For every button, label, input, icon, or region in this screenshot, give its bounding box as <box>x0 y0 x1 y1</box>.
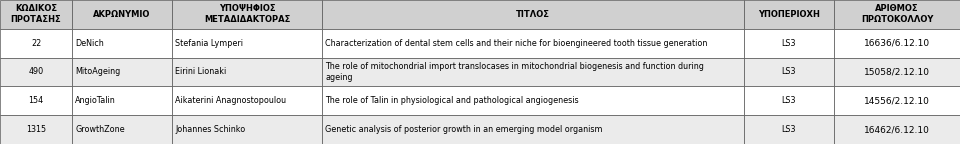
Text: 1315: 1315 <box>26 125 46 134</box>
Bar <box>72 115 172 144</box>
Text: LS3: LS3 <box>781 96 796 105</box>
Bar <box>834 0 960 29</box>
Bar <box>744 29 834 58</box>
Bar <box>172 58 322 86</box>
Bar <box>834 29 960 58</box>
Bar <box>322 86 744 115</box>
Bar <box>72 0 172 29</box>
Text: Aikaterini Anagnostopoulou: Aikaterini Anagnostopoulou <box>175 96 286 105</box>
Text: Eirini Lionaki: Eirini Lionaki <box>175 68 227 76</box>
Text: GrowthZone: GrowthZone <box>75 125 125 134</box>
Bar <box>744 0 834 29</box>
Text: DeNich: DeNich <box>75 39 104 48</box>
Bar <box>172 86 322 115</box>
Text: ΑΡΙΘΜΟΣ
ΠΡΩΤΟΚΟΛΛΟΥ: ΑΡΙΘΜΟΣ ΠΡΩΤΟΚΟΛΛΟΥ <box>861 4 933 24</box>
Text: AngioTalin: AngioTalin <box>75 96 116 105</box>
Text: 154: 154 <box>29 96 43 105</box>
Bar <box>72 29 172 58</box>
Text: 16636/6.12.10: 16636/6.12.10 <box>864 39 930 48</box>
Text: ΥΠΟΠΕΡΙΟΧΗ: ΥΠΟΠΕΡΙΟΧΗ <box>758 10 820 19</box>
Bar <box>322 0 744 29</box>
Text: ΥΠΟΨΗΦΙΟΣ
ΜΕΤΑΔΙΔΑΚΤΟΡΑΣ: ΥΠΟΨΗΦΙΟΣ ΜΕΤΑΔΙΔΑΚΤΟΡΑΣ <box>204 4 290 24</box>
Bar <box>172 0 322 29</box>
Text: ΑΚΡΩΝΥΜΙΟ: ΑΚΡΩΝΥΜΙΟ <box>93 10 151 19</box>
Text: The role of mitochondrial import translocases in mitochondrial biogenesis and fu: The role of mitochondrial import translo… <box>325 62 704 82</box>
Bar <box>0 58 72 86</box>
Bar <box>172 115 322 144</box>
Bar <box>322 58 744 86</box>
Bar <box>744 86 834 115</box>
Bar <box>744 58 834 86</box>
Bar <box>72 58 172 86</box>
Text: 22: 22 <box>31 39 41 48</box>
Bar <box>322 115 744 144</box>
Text: 14556/2.12.10: 14556/2.12.10 <box>864 96 930 105</box>
Text: LS3: LS3 <box>781 125 796 134</box>
Text: Genetic analysis of posterior growth in an emerging model organism: Genetic analysis of posterior growth in … <box>325 125 603 134</box>
Text: Stefania Lymperi: Stefania Lymperi <box>175 39 243 48</box>
Bar <box>834 86 960 115</box>
Bar <box>172 29 322 58</box>
Text: Characterization of dental stem cells and their niche for bioengineered tooth ti: Characterization of dental stem cells an… <box>325 39 708 48</box>
Text: MitoAgeing: MitoAgeing <box>75 68 120 76</box>
Bar <box>72 86 172 115</box>
Text: 16462/6.12.10: 16462/6.12.10 <box>864 125 930 134</box>
Text: Johannes Schinko: Johannes Schinko <box>175 125 245 134</box>
Bar <box>0 29 72 58</box>
Text: 490: 490 <box>29 68 43 76</box>
Bar <box>0 0 72 29</box>
Text: The role of Talin in physiological and pathological angiogenesis: The role of Talin in physiological and p… <box>325 96 579 105</box>
Text: ΤΙΤΛΟΣ: ΤΙΤΛΟΣ <box>516 10 550 19</box>
Text: LS3: LS3 <box>781 39 796 48</box>
Bar <box>0 115 72 144</box>
Bar <box>322 29 744 58</box>
Text: 15058/2.12.10: 15058/2.12.10 <box>864 68 930 76</box>
Bar <box>834 58 960 86</box>
Bar <box>0 86 72 115</box>
Bar <box>834 115 960 144</box>
Text: LS3: LS3 <box>781 68 796 76</box>
Bar <box>744 115 834 144</box>
Text: ΚΩΔΙΚΟΣ
ΠΡΟΤΑΣΗΣ: ΚΩΔΙΚΟΣ ΠΡΟΤΑΣΗΣ <box>11 4 61 24</box>
